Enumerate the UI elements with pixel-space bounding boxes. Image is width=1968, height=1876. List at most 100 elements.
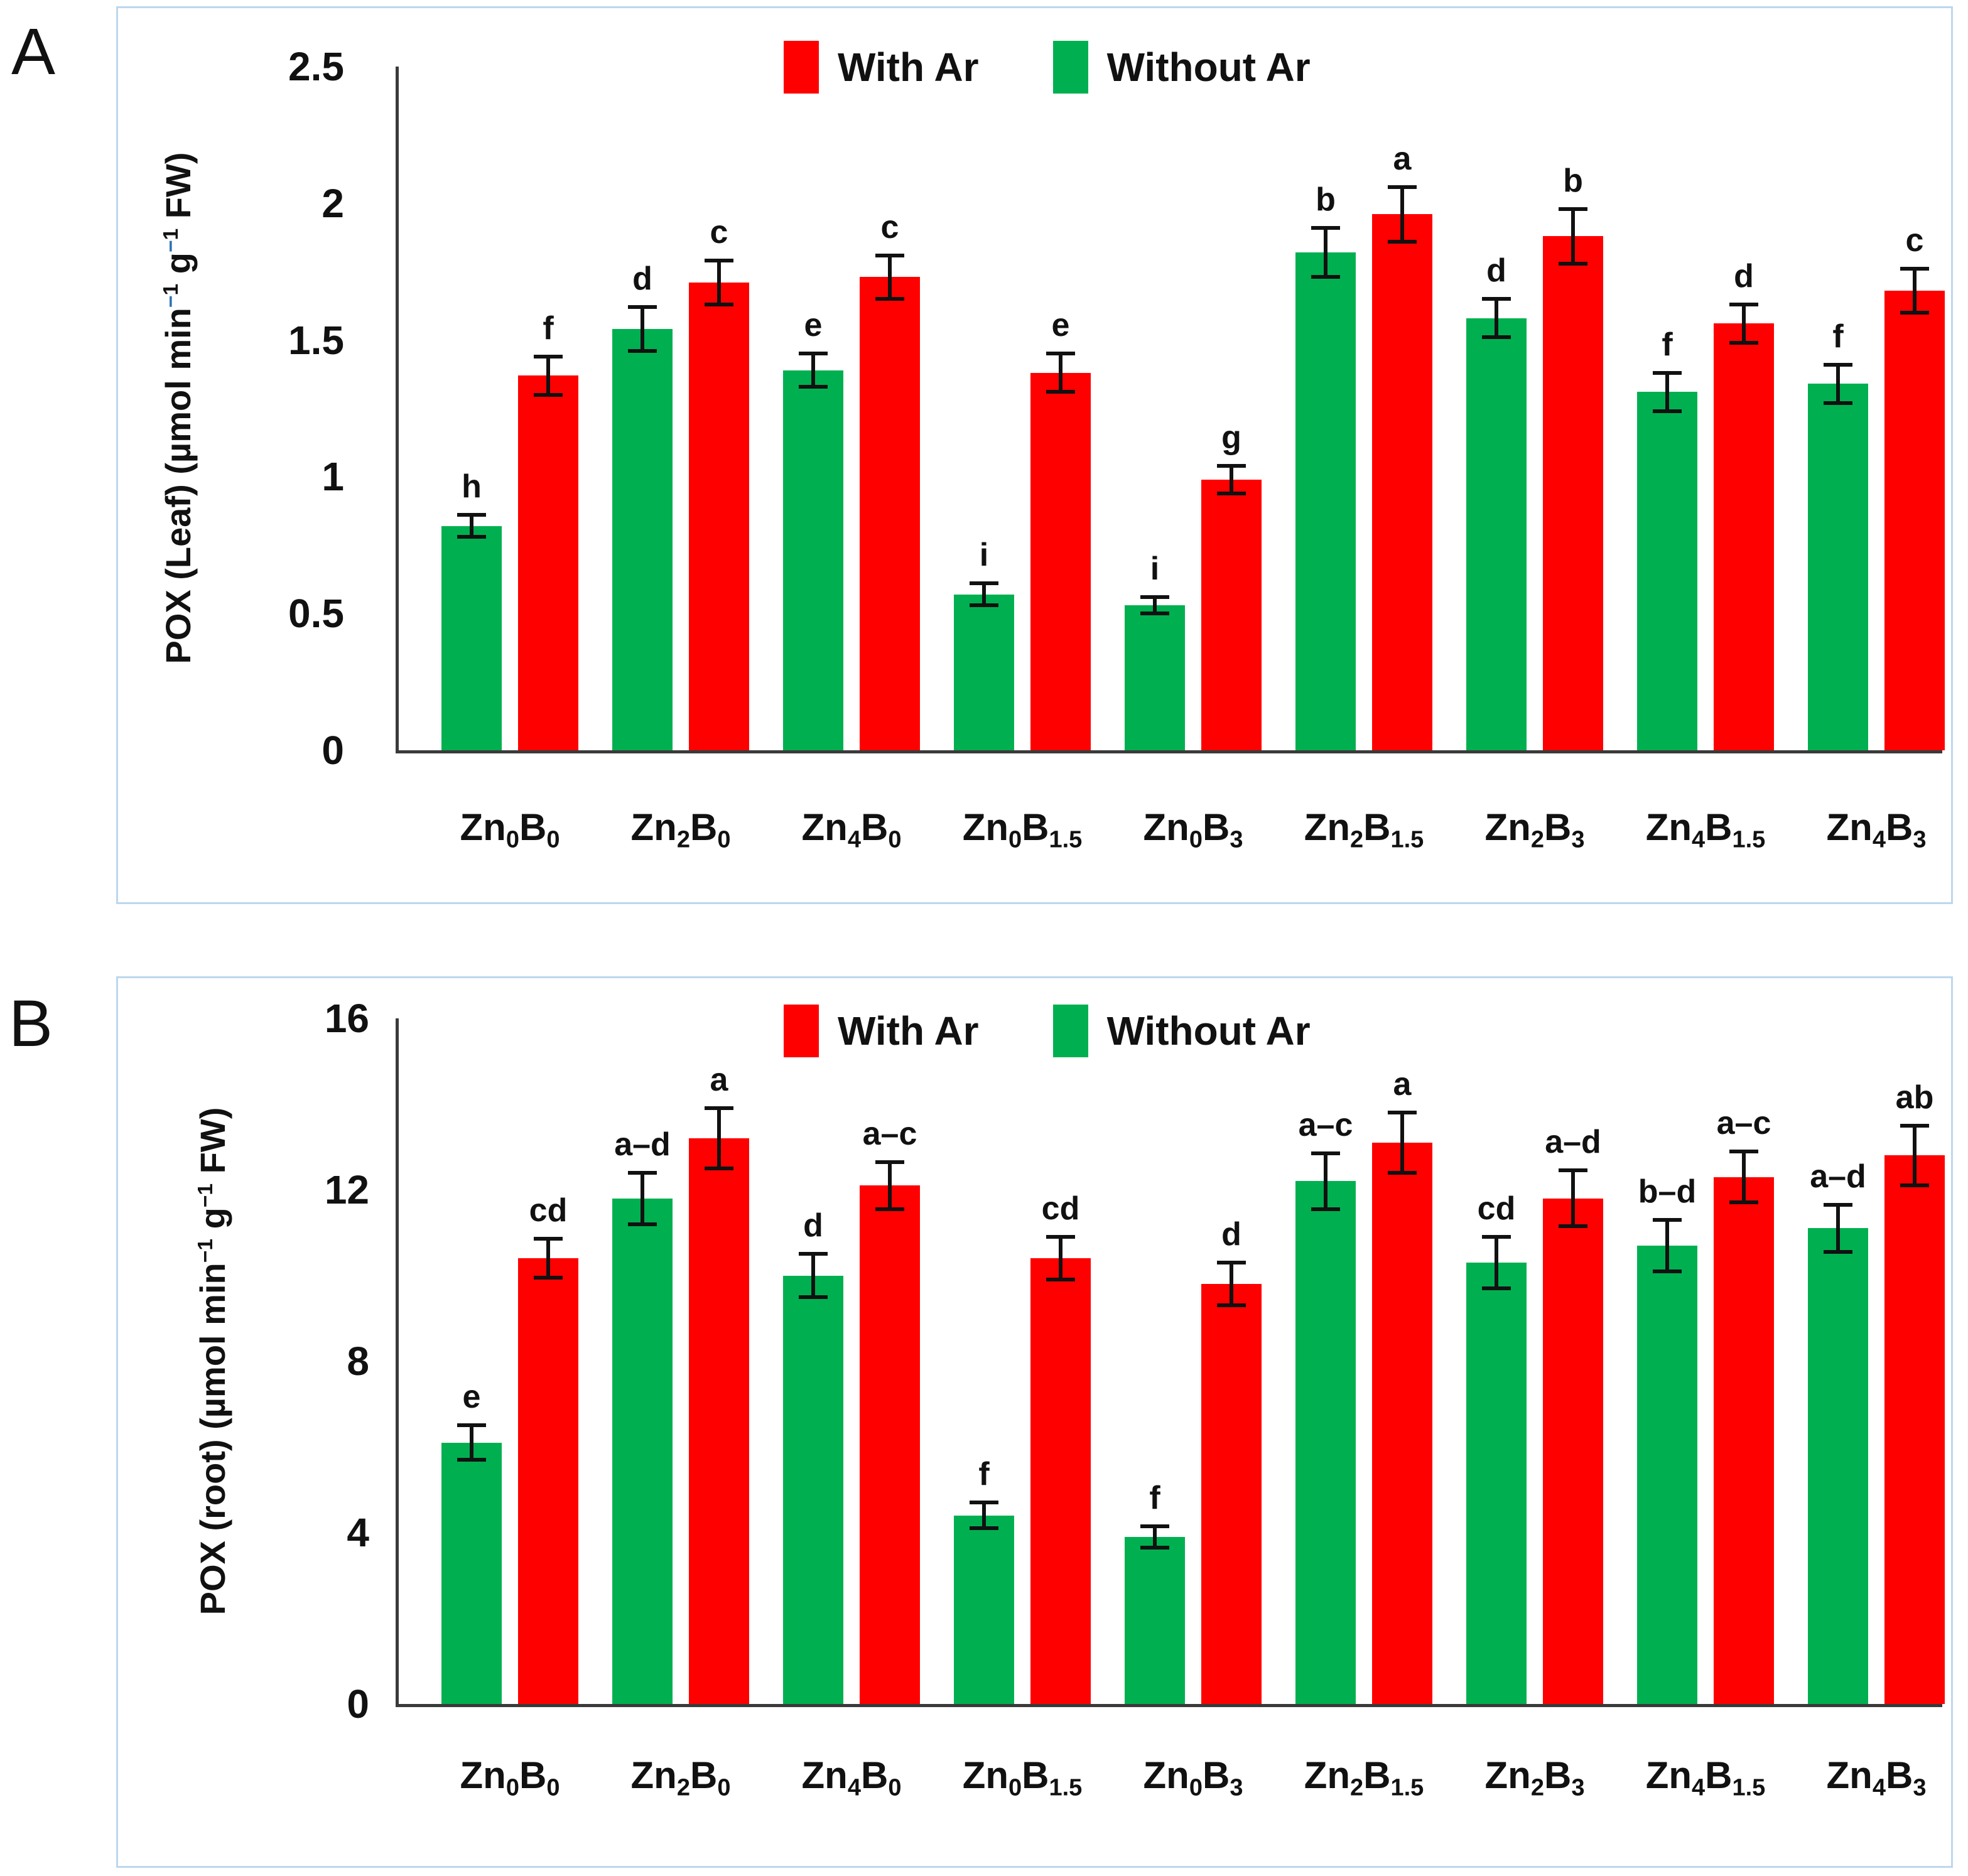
significance-letter: f <box>1662 326 1673 363</box>
bar-with-ar <box>1543 1198 1603 1704</box>
y-tick-label: 1.5 <box>288 317 344 363</box>
bar-with-ar <box>1372 214 1432 750</box>
category-subscript: 0 <box>717 826 731 853</box>
exponent-minus: − <box>159 295 183 308</box>
x-category-label: Zn2B0 <box>593 1754 769 1801</box>
category-subscript: 4 <box>1692 826 1706 853</box>
x-category-label: Zn4B3 <box>1788 806 1964 853</box>
significance-letter: h <box>462 468 482 505</box>
error-bar-cap-top <box>1900 267 1929 271</box>
bar-with-ar <box>1201 1284 1262 1704</box>
error-bar-cap-bottom <box>1388 239 1417 244</box>
category-subscript: 4 <box>847 826 861 853</box>
category-element: Zn <box>801 1754 848 1796</box>
legend-swatch-without-ar <box>1052 1005 1088 1057</box>
category-element: B <box>519 1754 547 1796</box>
panel-a-chart-pox-leaf: 0 0.5 1 1.5 2 2.5 POX (Leaf) (µmol min−1 g−1 F… <box>116 6 1953 904</box>
significance-letter: a <box>710 1062 728 1099</box>
category-element: Zn <box>1143 1754 1189 1796</box>
error-bar-line <box>1495 299 1498 338</box>
error-bar-cap-bottom <box>875 1207 904 1211</box>
category-subscript: 2 <box>1350 826 1364 853</box>
error-bar-line <box>1400 186 1404 242</box>
category-element: B <box>689 806 718 848</box>
category-element: B <box>860 806 889 848</box>
category-element: Zn <box>1645 806 1692 848</box>
y-axis-line <box>396 1018 399 1704</box>
y-axis-title-text: POX (root) (µmol min <box>193 1263 233 1615</box>
legend: With Ar Without Ar <box>784 1005 1311 1057</box>
error-bar-cap-top <box>1653 1217 1682 1222</box>
significance-letter: b–d <box>1638 1173 1697 1210</box>
x-category-label: Zn4B1.5 <box>1618 1754 1793 1801</box>
significance-letter: f <box>1832 318 1844 355</box>
significance-letter: a–c <box>1716 1104 1771 1141</box>
error-bar-cap-top <box>1388 185 1417 189</box>
error-bar-line <box>470 1425 473 1460</box>
bar-without-ar <box>1125 605 1185 750</box>
category-element: Zn <box>1484 806 1531 848</box>
category-subscript: 2 <box>1530 826 1544 853</box>
y-tick-label: 1 <box>322 454 344 500</box>
category-element: B <box>1022 1754 1049 1796</box>
category-element: Zn <box>1484 1754 1531 1796</box>
exponent-digit: 1 <box>194 1183 217 1195</box>
x-category-label: Zn2B3 <box>1447 1754 1623 1801</box>
bar-with-ar <box>1884 1155 1945 1704</box>
bar-without-ar <box>954 1515 1014 1704</box>
error-bar-cap-bottom <box>970 1526 998 1531</box>
bar-without-ar <box>1295 252 1356 750</box>
y-axis-title-text: FW) <box>193 1107 233 1183</box>
legend-swatch-without-ar <box>1052 41 1088 94</box>
bar-without-ar <box>1808 1228 1868 1704</box>
x-category-label: Zn2B3 <box>1447 806 1623 853</box>
significance-letter: e <box>1051 307 1070 344</box>
exponent-digit: 1 <box>159 283 183 296</box>
panel-label-a: A <box>11 15 56 89</box>
bar-without-ar <box>1808 384 1868 750</box>
category-subscript: 0 <box>1189 826 1203 853</box>
error-bar-line <box>1230 465 1233 493</box>
error-bar-cap-bottom <box>970 603 998 608</box>
bar-without-ar <box>1466 1263 1527 1704</box>
bar-with-ar <box>1543 236 1603 750</box>
bar-without-ar <box>1637 392 1697 750</box>
category-subscript: 4 <box>1692 1774 1706 1801</box>
significance-letter: i <box>1150 551 1160 588</box>
error-bar-cap-bottom <box>1900 311 1929 315</box>
legend-label: With Ar <box>838 45 979 90</box>
bar-without-ar <box>1125 1536 1185 1704</box>
error-bar-cap-top <box>1824 362 1852 367</box>
error-bar-line <box>811 1254 815 1297</box>
error-bar-cap-top <box>970 581 998 586</box>
category-element: B <box>1885 806 1913 848</box>
error-bar-cap-top <box>628 1170 657 1175</box>
category-subscript: 2 <box>676 1774 690 1801</box>
bar-with-ar <box>1372 1142 1432 1704</box>
category-element: Zn <box>460 1754 506 1796</box>
significance-letter: d <box>1221 1216 1241 1253</box>
exponent-minus: − <box>194 1195 217 1208</box>
category-subscript: 3 <box>1913 1774 1927 1801</box>
significance-letter: f <box>543 310 554 347</box>
exponent-digit: 1 <box>194 1238 217 1251</box>
category-subscript: 3 <box>1230 1774 1243 1801</box>
error-bar-line <box>1324 228 1327 278</box>
error-bar-cap-bottom <box>1653 409 1682 413</box>
significance-letter: cd <box>1041 1190 1080 1227</box>
category-subscript: 4 <box>847 1774 861 1801</box>
significance-letter: b <box>1316 181 1336 218</box>
legend-item: With Ar <box>784 41 979 94</box>
bar-without-ar <box>1466 318 1527 750</box>
category-subscript: 2 <box>1350 1774 1364 1801</box>
bar-without-ar <box>612 1198 673 1704</box>
category-subscript: 2 <box>676 826 690 853</box>
error-bar-cap-top <box>457 513 486 517</box>
error-bar-line <box>1665 372 1669 411</box>
error-bar-line <box>1059 1237 1062 1280</box>
error-bar-cap-bottom <box>1900 1183 1929 1188</box>
error-bar-cap-top <box>1217 463 1246 468</box>
category-subscript: 1.5 <box>1049 826 1083 853</box>
error-bar-cap-bottom <box>534 1275 563 1280</box>
x-category-label: Zn2B0 <box>593 806 769 853</box>
